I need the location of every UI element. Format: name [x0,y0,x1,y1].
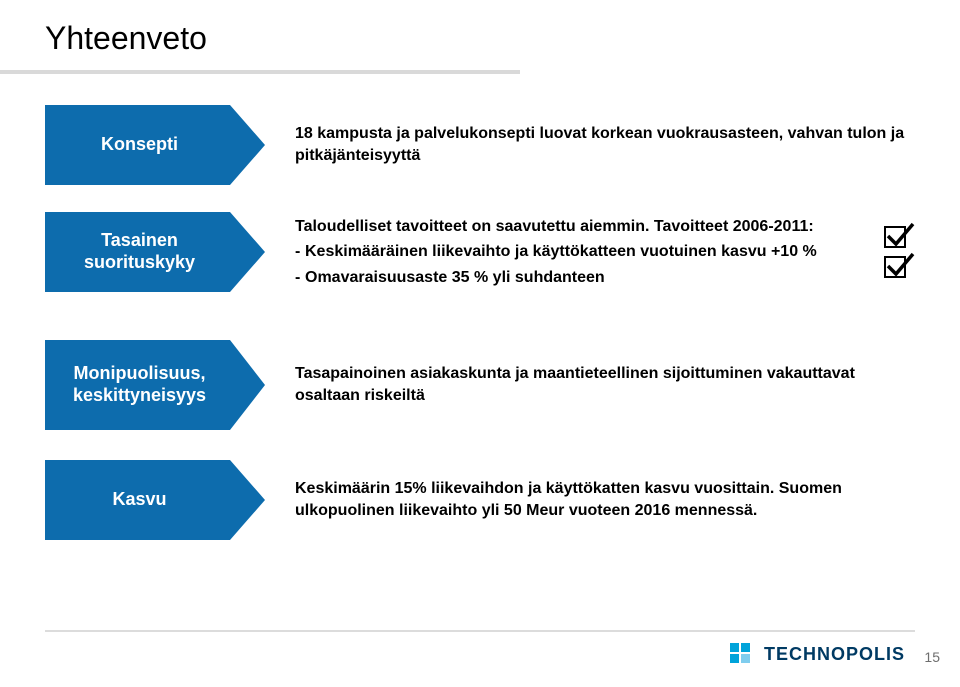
logo-mark-icon [730,643,758,665]
tag-label: Kasvu [112,489,166,511]
row-tasainen: Tasainen suorituskyky Taloudelliset tavo… [45,212,915,292]
checkbox-checked-icon [884,256,906,278]
logo-text: TECHNOPOLIS [764,644,905,665]
row-text: 18 kampusta ja palvelukonsepti luovat ko… [295,123,915,166]
footer-divider [45,630,915,632]
title-underline [0,70,520,74]
row-text: Tasapainoinen asiakaskunta ja maantietee… [295,363,915,406]
tag-label: Tasainen suorituskyky [59,230,220,273]
intro-text: Taloudelliset tavoitteet on saavutettu a… [295,216,875,238]
page-number: 15 [924,649,940,665]
page-title: Yhteenveto [45,20,207,57]
tag-tasainen: Tasainen suorituskyky [45,212,265,292]
check-column [875,222,915,282]
row-kasvu: Kasvu Keskimäärin 15% liikevaihdon ja kä… [45,460,915,540]
tag-kasvu: Kasvu [45,460,265,540]
checkbox-checked-icon [884,226,906,248]
row-monipuolisuus: Monipuolisuus, keskittyneisyys Tasapaino… [45,340,915,430]
tag-konsepti: Konsepti [45,105,265,185]
brand-logo: TECHNOPOLIS [730,643,905,665]
tag-label: Konsepti [101,134,178,156]
row-text: Taloudelliset tavoitteet on saavutettu a… [295,216,875,289]
tag-monipuolisuus: Monipuolisuus, keskittyneisyys [45,340,265,430]
bullet: Keskimääräinen liikevaihto ja käyttökatt… [295,241,875,263]
row-text: Keskimäärin 15% liikevaihdon ja käyttöka… [295,478,915,521]
row-konsepti: Konsepti 18 kampusta ja palvelukonsepti … [45,105,915,185]
tag-label: Monipuolisuus, keskittyneisyys [59,363,220,406]
bullet: Omavaraisuusaste 35 % yli suhdanteen [295,267,875,289]
